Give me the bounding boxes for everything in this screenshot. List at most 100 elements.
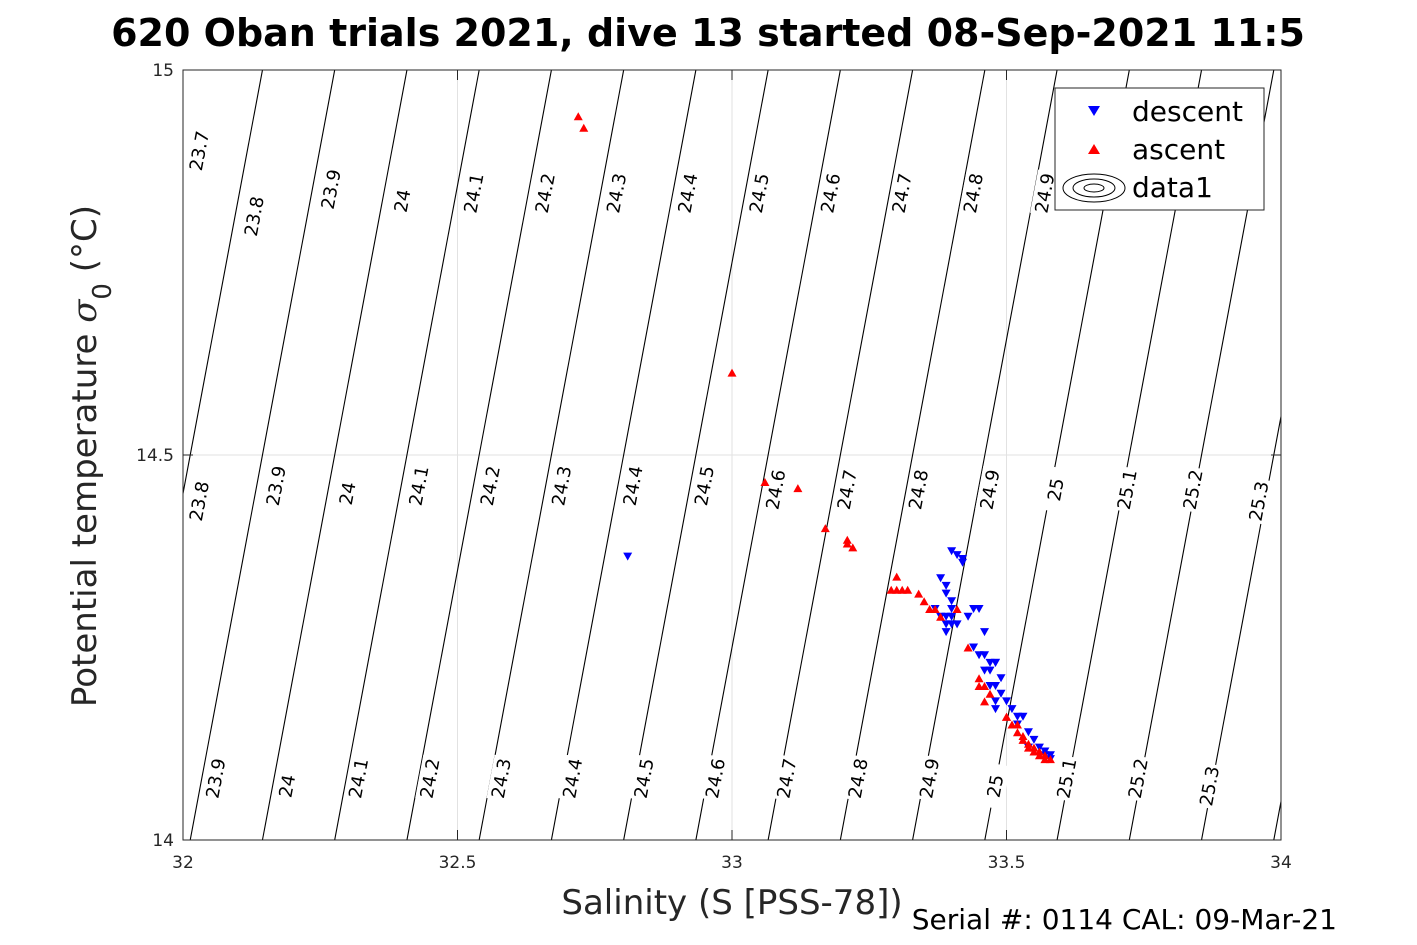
descent-point xyxy=(941,628,951,637)
x-axis-label: Salinity (S [PSS-78]) xyxy=(561,883,902,923)
descent-point xyxy=(958,554,968,563)
contour-line xyxy=(839,70,986,840)
ascent-point xyxy=(760,477,770,486)
contour-label-bg xyxy=(261,462,292,510)
descent-point xyxy=(969,643,979,652)
ascent-point xyxy=(925,605,935,613)
ascent-point xyxy=(579,123,589,132)
descent-point xyxy=(996,674,1006,683)
ascent-point xyxy=(820,524,830,533)
contour-label-bg xyxy=(843,754,874,803)
ascent-point xyxy=(963,643,973,652)
contour-label-bg xyxy=(316,165,347,214)
ascent-point xyxy=(1018,735,1028,744)
descent-point xyxy=(1023,728,1033,737)
contour-label-bg xyxy=(958,169,989,217)
y-axis-label-subscript: 0 xyxy=(88,283,118,300)
ascent-point xyxy=(727,368,737,377)
contour-label-bg xyxy=(903,465,934,514)
descent-point xyxy=(996,689,1006,698)
descent-point xyxy=(947,597,957,606)
contour-line xyxy=(478,70,625,840)
contour-label-bg xyxy=(475,462,506,510)
contour-label-bg xyxy=(1123,754,1154,803)
ascent-point xyxy=(974,674,984,683)
ascent-point xyxy=(985,689,995,698)
ascent-point xyxy=(793,484,803,493)
contour-label-group: 24.9 xyxy=(975,465,1005,514)
contour-labels: 23.723.823.9 24 24.1 24.2 24.3 24.4 24.5 24.6 24… xyxy=(184,127,1274,810)
contour-label-group: 25.1 xyxy=(1112,465,1143,514)
axis-ticks: 32 32.5 33 33.5 34 14 14.5 15 xyxy=(136,61,1292,873)
y-axis-label-symbol: σ xyxy=(65,299,105,323)
contour-line xyxy=(406,70,552,840)
descent-point xyxy=(941,581,951,590)
contour-label-bg xyxy=(601,169,632,217)
legend-data1-marker xyxy=(1062,173,1126,203)
data-points xyxy=(573,112,1055,764)
descent-point xyxy=(1007,705,1017,714)
descent-point xyxy=(941,612,951,621)
contour-label-bg xyxy=(815,169,846,217)
density-contours xyxy=(183,70,1281,840)
y-axis-label-unit: (°C) xyxy=(65,205,105,283)
ascent-point xyxy=(919,597,929,606)
legend: descent ascent data1 xyxy=(1054,87,1265,211)
serial-cal-footer: Serial #: 0114 CAL: 09-Mar-21 xyxy=(912,903,1337,936)
contour-line xyxy=(695,70,841,840)
contour-label: 24 xyxy=(275,773,300,799)
contour-label-bg xyxy=(459,169,489,217)
descent-point xyxy=(947,605,957,613)
contour-label-bg xyxy=(1112,465,1143,514)
ascent-point xyxy=(936,612,946,621)
contour-label-bg xyxy=(618,462,649,510)
contour-label-bg xyxy=(201,754,231,803)
contour-label-bg xyxy=(1041,465,1071,514)
contour-label-bg xyxy=(744,169,775,217)
contour-label-bg xyxy=(530,169,561,217)
y-axis-label-main: Potential temperature xyxy=(65,323,105,707)
contour-label-bg xyxy=(980,762,1011,810)
contour-label-bg xyxy=(486,754,517,803)
descent-point xyxy=(952,551,962,560)
contour-label-bg xyxy=(184,127,215,175)
contour-label-bg xyxy=(387,177,418,225)
contour-label-bg xyxy=(1030,169,1060,217)
contour-label-bg xyxy=(673,169,703,217)
ascent-point xyxy=(842,539,852,548)
descent-point xyxy=(952,620,962,629)
x-tick-label: 32 xyxy=(172,853,194,873)
ascent-point xyxy=(980,697,990,706)
contour-label-bg xyxy=(557,754,588,803)
descent-point xyxy=(623,552,633,561)
descent-point xyxy=(941,589,951,598)
contour-line xyxy=(334,70,480,840)
contour-label-bg xyxy=(332,469,363,518)
contour-label-group: 24 xyxy=(387,177,418,225)
contour-label-bg xyxy=(832,465,863,514)
contour-label: 24 xyxy=(391,188,416,214)
contour-line xyxy=(261,70,408,840)
contour-label-bg xyxy=(1178,465,1209,514)
descent-point xyxy=(1018,712,1028,721)
contour-label-bg xyxy=(772,754,802,803)
y-axis-label: Potential temperature σ0 (°C) xyxy=(65,205,118,707)
ascent-point xyxy=(1045,755,1055,764)
contour-line xyxy=(623,70,769,840)
y-tick-label: 14 xyxy=(152,831,174,851)
ascent-point xyxy=(980,682,990,690)
x-tick-label: 33.5 xyxy=(988,853,1026,873)
descent-point xyxy=(985,682,995,690)
ascent-point xyxy=(914,589,924,598)
grid-lines xyxy=(183,70,1281,840)
contour-label-bg xyxy=(1244,477,1274,525)
ascent-point xyxy=(1002,712,1011,721)
descent-point xyxy=(947,547,957,556)
contour-label-bg xyxy=(1052,754,1082,803)
descent-point xyxy=(1029,735,1039,744)
y-tick-label: 15 xyxy=(152,61,174,81)
contour-label-bg xyxy=(415,754,445,803)
contour-line xyxy=(189,70,336,840)
contour-label-bg xyxy=(272,762,303,810)
